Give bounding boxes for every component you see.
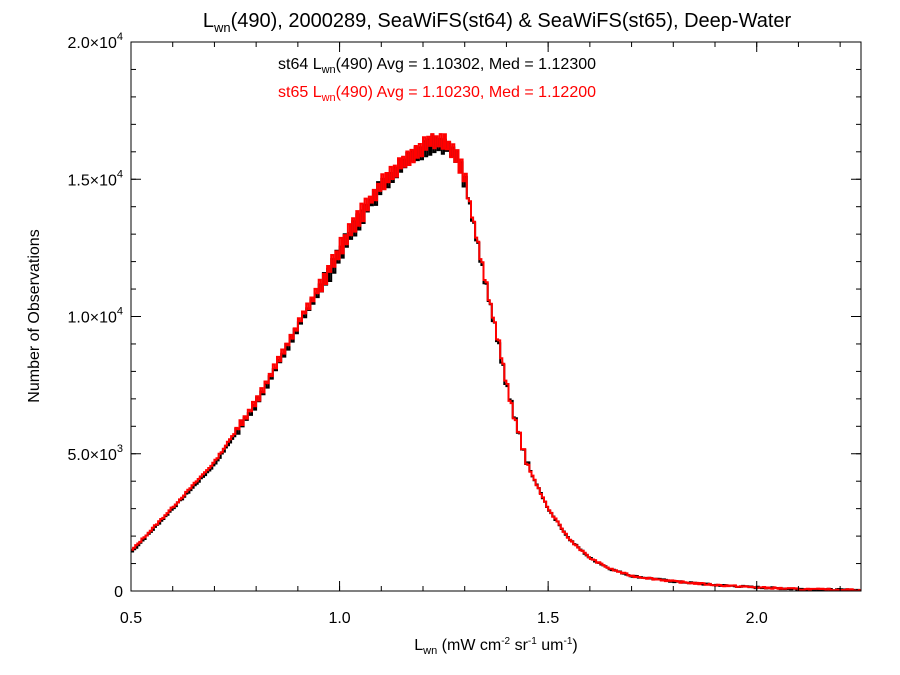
x-axis-label: Lwn (mW cm-2 sr-1 um-1): [414, 636, 577, 657]
plot-frame: [130, 41, 862, 592]
annotation-st65-subscript: wn: [321, 92, 336, 104]
series-line-st65: [131, 133, 861, 591]
series-group: [131, 133, 861, 591]
chart-title: Lwn(490), 2000289, SeaWiFS(st64) & SeaWi…: [203, 10, 792, 35]
x-label-unit4: ): [572, 637, 577, 654]
x-axis-ticks: 0.5 1.0 1.5 2.0: [120, 42, 841, 627]
y-tick-label: 1.0×104: [67, 306, 123, 327]
chart-title-prefix: L: [203, 10, 214, 32]
x-label-unit1: (mW cm: [437, 637, 501, 654]
annotation-st65-prefix: st65 L: [278, 84, 322, 101]
y-axis-label: Number of Observations: [26, 229, 43, 402]
x-tick-label: 1.0: [328, 610, 350, 627]
x-label-sup2: -1: [528, 636, 537, 647]
x-label-sup3: -1: [563, 636, 572, 647]
x-label-unit2: sr: [510, 637, 528, 654]
x-label-prefix: L: [414, 637, 423, 654]
x-tick-label: 1.5: [537, 610, 559, 627]
chart-title-subscript: wn: [213, 20, 231, 35]
annotation-st64-prefix: st64 L: [278, 56, 322, 73]
annotation-st65: st65 Lwn(490) Avg = 1.10230, Med = 1.122…: [278, 84, 596, 104]
series-line-st64: [131, 133, 861, 591]
annotation-st64: st64 Lwn(490) Avg = 1.10302, Med = 1.123…: [278, 56, 596, 76]
x-tick-label: 2.0: [746, 610, 768, 627]
y-tick-label: 0: [114, 584, 123, 601]
x-tick-label: 0.5: [120, 610, 142, 627]
x-label-unit3: um: [537, 637, 564, 654]
y-tick-label: 5.0×103: [67, 443, 123, 464]
annotation-st65-rest: (490) Avg = 1.10230, Med = 1.12200: [336, 84, 596, 101]
y-tick-label: 2.0×104: [67, 31, 123, 52]
x-label-sup1: -2: [501, 636, 510, 647]
annotation-st64-rest: (490) Avg = 1.10302, Med = 1.12300: [336, 56, 596, 73]
chart-title-rest: (490), 2000289, SeaWiFS(st64) & SeaWiFS(…: [231, 10, 792, 32]
annotation-st64-subscript: wn: [321, 64, 336, 76]
y-axis-ticks: 0 5.0×103 1.0×104 1.5×104 2.0×104: [67, 31, 861, 601]
y-tick-label: 1.5×104: [67, 168, 123, 189]
x-label-sub: wn: [422, 645, 437, 657]
